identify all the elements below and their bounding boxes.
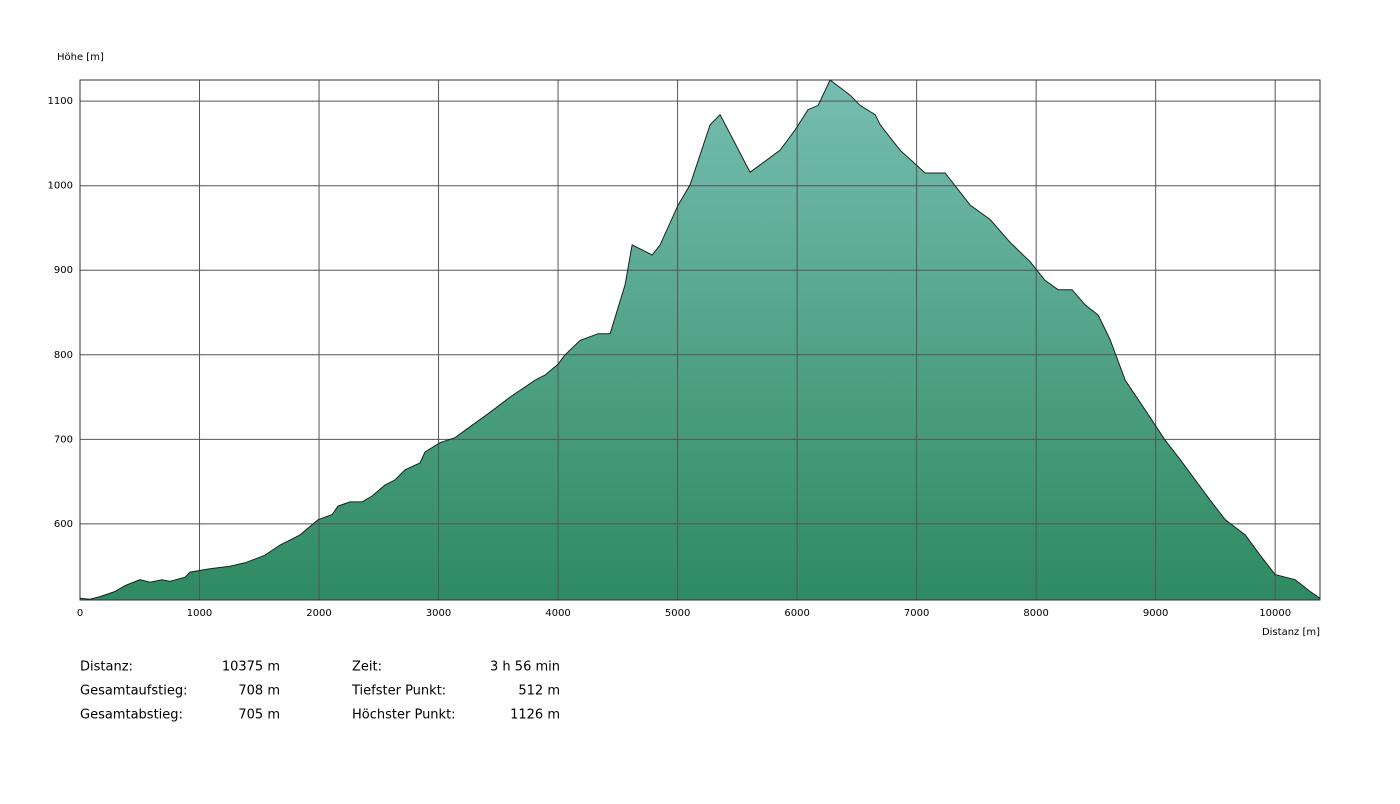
stat-value: 1126 m: [510, 708, 560, 723]
stat-value: 512 m: [518, 684, 560, 699]
x-tick-label: 8000: [1023, 608, 1048, 619]
x-tick-label: 5000: [665, 608, 690, 619]
area-fill: [80, 80, 1320, 600]
plot-frame: [79, 79, 1321, 601]
area-line: [79, 79, 1321, 600]
x-tick-label: 3000: [426, 608, 451, 619]
x-tick-label: 7000: [904, 608, 929, 619]
stat-label: Zeit:: [352, 660, 382, 675]
x-tick-label: 0: [77, 608, 83, 619]
stat-label: Gesamtabstieg:: [80, 708, 183, 723]
stat-value: 10375 m: [222, 660, 280, 675]
stat-value: 705 m: [238, 708, 280, 723]
stat-label: Höchster Punkt:: [352, 708, 456, 723]
stat-value: 708 m: [238, 684, 280, 699]
stat-label: Gesamtaufstieg:: [80, 684, 187, 699]
x-axis-label: Distanz [m]: [1262, 627, 1320, 638]
y-tick-label: 800: [54, 350, 73, 361]
stat-label: Distanz:: [80, 660, 133, 675]
y-tick-label: 1100: [48, 96, 73, 107]
x-tick-label: 6000: [784, 608, 809, 619]
y-tick-label: 900: [54, 265, 73, 276]
x-tick-label: 1000: [187, 608, 212, 619]
y-tick-label: 700: [54, 434, 73, 445]
x-tick-label: 2000: [306, 608, 331, 619]
stat-label: Tiefster Punkt:: [351, 684, 446, 699]
x-tick-label: 4000: [545, 608, 570, 619]
y-axis-label: Höhe [m]: [57, 52, 104, 63]
x-tick-label: 10000: [1259, 608, 1291, 619]
y-tick-label: 600: [54, 519, 73, 530]
y-tick-label: 1000: [48, 181, 73, 192]
x-tick-label: 9000: [1143, 608, 1168, 619]
stat-value: 3 h 56 min: [490, 660, 560, 675]
